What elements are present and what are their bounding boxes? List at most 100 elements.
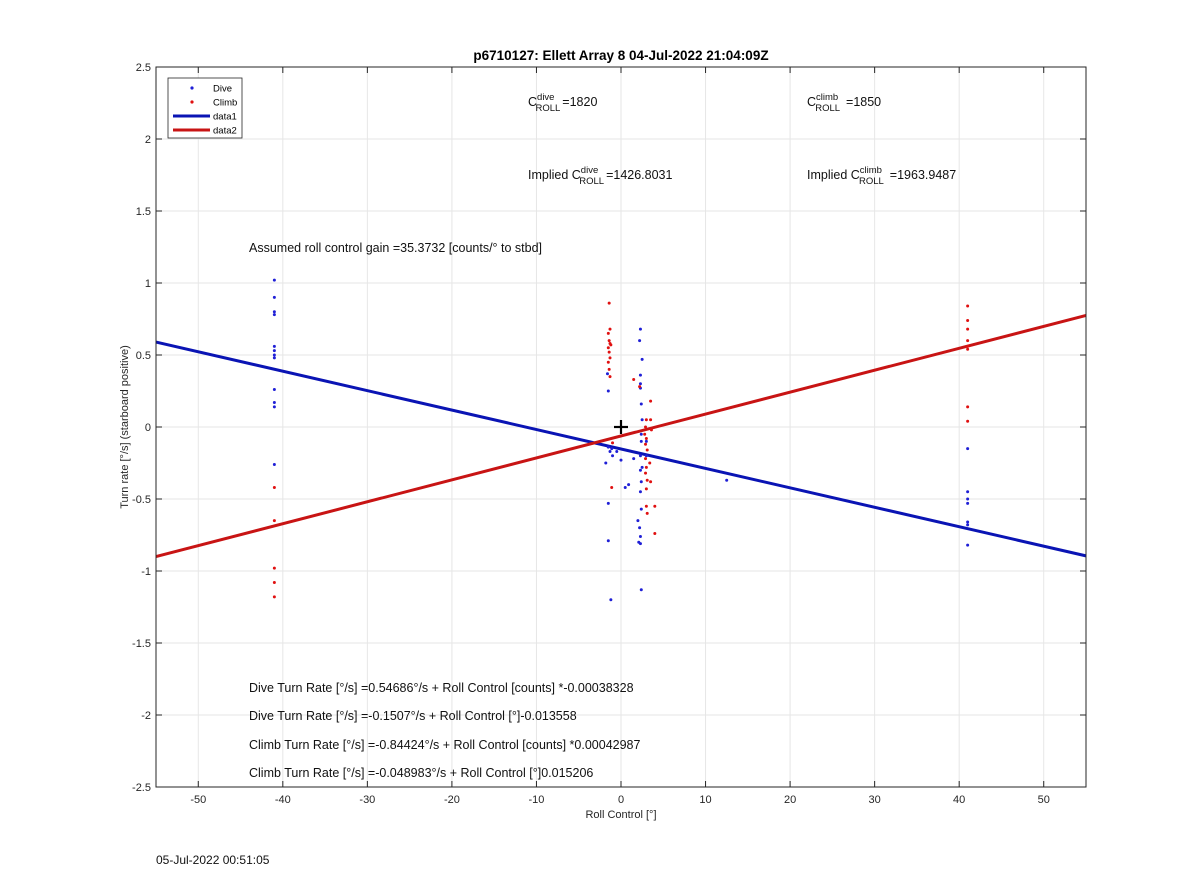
dive-point: [640, 357, 644, 361]
climb-point: [638, 385, 642, 389]
climb-point: [649, 480, 653, 484]
dive-point: [627, 483, 631, 487]
dive-point: [610, 447, 614, 451]
dive-point: [272, 356, 276, 360]
dive-point: [272, 388, 276, 392]
y-tick-label: -0.5: [132, 494, 151, 506]
dive-point: [272, 405, 276, 409]
dive-point: [615, 449, 619, 453]
dive-point: [638, 490, 642, 494]
legend-box: [167, 77, 243, 139]
dive-point: [966, 543, 970, 547]
legend-climb-label: Climb: [213, 98, 237, 109]
dive-point: [272, 310, 276, 314]
y-axis-label: Turn rate [°/s] (starboard positive): [119, 345, 131, 509]
dive-counts-equation: Dive Turn Rate [°/s] =0.54686°/s + Roll …: [249, 681, 634, 695]
fit-line-data2: [155, 313, 1087, 559]
x-tick-label: -50: [190, 794, 206, 806]
x-tick-label: 50: [1038, 794, 1050, 806]
dive-point: [638, 468, 642, 472]
climb-point: [643, 432, 647, 436]
climb-point: [649, 418, 653, 422]
dive-point: [966, 523, 970, 527]
climb-degrees-equation: Climb Turn Rate [°/s] =-0.048983°/s + Ro…: [249, 766, 593, 780]
climb-point: [610, 485, 614, 489]
climb-point: [272, 595, 276, 599]
dive-point: [272, 295, 276, 299]
climb-point: [644, 457, 648, 461]
climb-point: [607, 350, 611, 354]
dive-point: [272, 353, 276, 357]
dive-point: [639, 507, 643, 511]
dive-point: [604, 461, 608, 465]
y-tick-label: 2.5: [136, 62, 151, 74]
dive-point: [623, 485, 627, 489]
dive-point: [272, 278, 276, 282]
dive-point: [639, 480, 643, 484]
climb-counts-equation: Climb Turn Rate [°/s] =-0.84424°/s + Rol…: [249, 738, 641, 752]
footer-timestamp: 05-Jul-2022 00:51:05: [156, 853, 270, 867]
dive-point: [638, 534, 642, 538]
legend-climb-marker: [190, 100, 194, 104]
dive-point: [638, 327, 642, 331]
climb-point: [966, 339, 970, 343]
climb-point: [644, 487, 648, 491]
dive-point: [644, 439, 648, 443]
climb-point: [632, 377, 636, 381]
climb-point: [649, 428, 653, 432]
dive-point: [966, 520, 970, 524]
y-tick-label: 0.5: [136, 350, 151, 362]
climb-point: [644, 504, 648, 508]
climb-point: [606, 360, 610, 364]
climb-point: [649, 399, 653, 403]
implied-c-roll-dive-annotation: Implied Cdive ROLL =1426.8031: [528, 165, 672, 187]
dive-point: [639, 439, 643, 443]
climb-point: [966, 327, 970, 331]
dive-point: [605, 372, 609, 376]
climb-point: [966, 304, 970, 308]
climb-point: [653, 532, 657, 536]
climb-point: [606, 346, 610, 350]
y-tick-label: -1.5: [132, 638, 151, 650]
dive-point: [639, 588, 643, 592]
y-ticks: -2.5 -2 -1.5 -1 -0.5 0 0.5 1 1.5 2 2.5: [132, 62, 1086, 794]
climb-point: [966, 347, 970, 351]
dive-point: [272, 401, 276, 405]
climb-point: [966, 419, 970, 423]
climb-point: [272, 581, 276, 585]
dive-point: [644, 454, 648, 458]
climb-point: [644, 465, 648, 469]
climb-point: [611, 441, 615, 445]
x-tick-label: 10: [699, 794, 711, 806]
climb-point: [272, 485, 276, 489]
x-axis-label: Roll Control [°]: [585, 809, 656, 821]
dive-point: [638, 373, 642, 377]
dive-point: [606, 389, 610, 393]
x-tick-label: 40: [953, 794, 965, 806]
y-tick-label: 0: [145, 422, 151, 434]
dive-point: [966, 501, 970, 505]
legend-data2-label: data2: [213, 126, 237, 137]
climb-point: [645, 511, 649, 515]
dive-point: [608, 449, 612, 453]
dive-point: [966, 497, 970, 501]
dive-point: [638, 454, 642, 458]
dive-point: [611, 454, 615, 458]
dive-point: [632, 457, 636, 461]
climb-point: [644, 437, 648, 441]
y-tick-label: 2: [145, 134, 151, 146]
climb-point: [966, 318, 970, 322]
dive-point: [638, 526, 642, 530]
climb-point: [607, 301, 611, 305]
roll-gain-annotation: Assumed roll control gain =35.3732 [coun…: [249, 241, 542, 255]
data-points: [272, 278, 970, 602]
dive-point: [638, 382, 642, 386]
climb-point: [608, 356, 612, 360]
climb-point: [608, 327, 612, 331]
climb-point: [607, 367, 611, 371]
climb-point: [606, 331, 610, 335]
legend: Dive Climb data1 data2: [167, 77, 243, 139]
climb-point: [272, 519, 276, 523]
x-tick-label: 0: [618, 794, 624, 806]
center-cross-marker: [614, 420, 628, 434]
